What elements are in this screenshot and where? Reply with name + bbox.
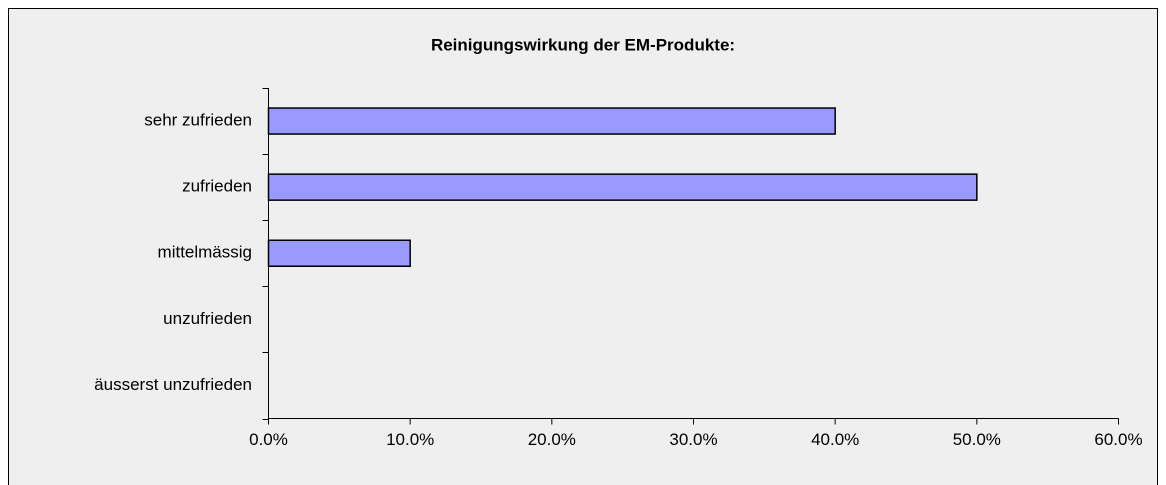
- x-tick-label: 40.0%: [811, 430, 859, 449]
- y-tick-label: äusserst unzufrieden: [94, 375, 252, 394]
- x-tick-label: 10.0%: [386, 430, 434, 449]
- y-tick-label: mittelmässig: [158, 243, 252, 262]
- x-tick-label: 30.0%: [669, 430, 717, 449]
- x-tick-label: 0.0%: [249, 430, 288, 449]
- y-tick-label: zufrieden: [182, 177, 252, 196]
- chart-area: [8, 8, 1158, 485]
- bar: [267, 173, 978, 201]
- bar: [267, 107, 836, 135]
- y-tick-label: sehr zufrieden: [144, 111, 252, 130]
- x-tick-label: 50.0%: [953, 430, 1001, 449]
- bar: [267, 239, 411, 267]
- chart-title: Reinigungswirkung der EM-Produkte:: [431, 35, 735, 54]
- y-tick-label: unzufrieden: [163, 309, 252, 328]
- x-tick-label: 60.0%: [1094, 430, 1142, 449]
- x-tick-label: 20.0%: [528, 430, 576, 449]
